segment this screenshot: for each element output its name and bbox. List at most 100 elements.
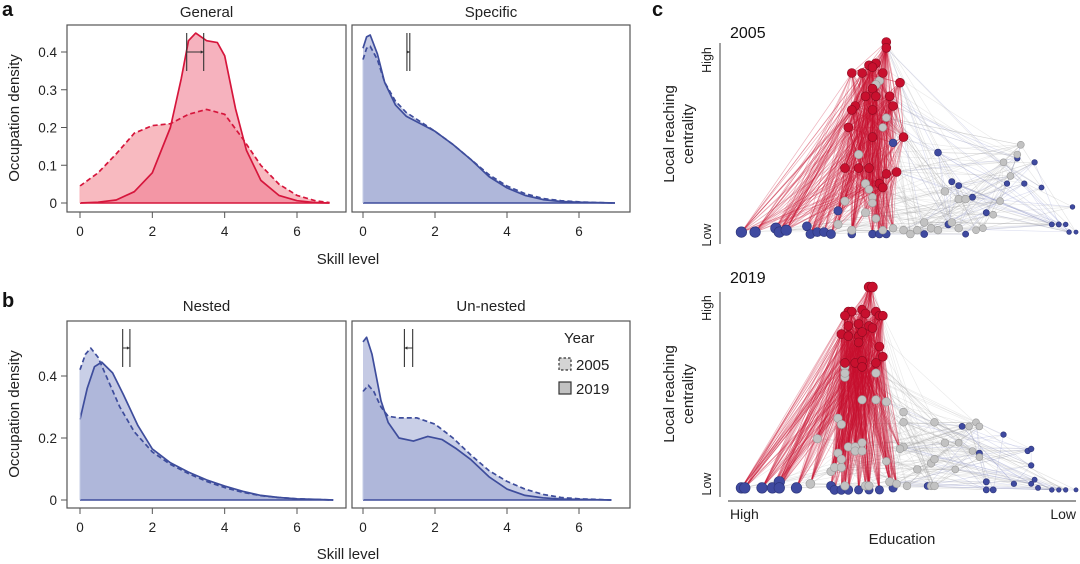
edge — [903, 422, 980, 454]
edge — [930, 183, 1008, 229]
y-tick-label: 0.4 — [38, 45, 57, 60]
edge — [851, 72, 904, 138]
edge — [779, 109, 873, 233]
edge — [775, 105, 856, 229]
y-tick-label: 0.3 — [38, 83, 57, 98]
x-tick-label: 4 — [503, 520, 511, 535]
edge — [779, 366, 863, 482]
edge — [779, 96, 866, 233]
edge — [865, 65, 870, 184]
edge — [796, 327, 873, 489]
edge — [854, 105, 884, 128]
line-2019 — [79, 32, 330, 204]
edge — [861, 399, 956, 470]
edge — [830, 325, 870, 472]
edge — [858, 327, 873, 490]
edge — [810, 109, 873, 235]
edge — [999, 175, 1011, 202]
edge — [875, 372, 956, 470]
edge — [896, 450, 1028, 485]
node-blue — [1028, 445, 1035, 453]
edge — [778, 311, 849, 489]
edge — [868, 65, 887, 118]
edge — [868, 356, 884, 490]
edge — [844, 362, 849, 490]
edge — [844, 72, 863, 202]
edge — [861, 309, 897, 484]
edge — [830, 315, 884, 472]
edge — [844, 362, 887, 403]
node-grey — [930, 481, 939, 491]
edge — [761, 286, 873, 489]
edge — [851, 73, 866, 213]
edge — [854, 399, 863, 447]
edge — [861, 315, 880, 443]
edge — [858, 336, 863, 452]
edge — [810, 96, 891, 235]
node-grey — [996, 197, 1004, 205]
edge — [844, 376, 1066, 491]
node-red — [867, 281, 878, 293]
edge — [816, 88, 873, 233]
edge — [885, 47, 966, 200]
edge — [761, 362, 846, 489]
edge — [779, 175, 1011, 233]
edge — [872, 109, 897, 173]
edge — [844, 315, 870, 490]
node-blue — [756, 482, 768, 494]
edge — [810, 167, 846, 235]
edge — [761, 333, 842, 489]
edge — [886, 47, 1011, 177]
edge — [830, 422, 935, 487]
edge — [944, 442, 956, 470]
edge — [858, 342, 877, 400]
node-blue — [1049, 487, 1055, 493]
x-axis-title-a: Skill level — [317, 251, 380, 268]
edge — [854, 362, 863, 452]
edge — [741, 311, 853, 489]
node-blue — [854, 485, 864, 495]
edge — [854, 311, 877, 452]
edge — [972, 154, 1018, 198]
edge — [772, 360, 863, 489]
edge — [775, 72, 853, 229]
edge — [744, 327, 873, 489]
edge — [844, 41, 887, 202]
edge — [837, 96, 866, 211]
edge — [962, 426, 1032, 466]
edge — [955, 450, 973, 470]
edge — [837, 315, 880, 454]
edge — [741, 63, 877, 233]
edge — [837, 315, 846, 454]
edge — [847, 127, 873, 235]
edge — [841, 323, 859, 468]
edge — [741, 311, 877, 489]
node-red — [846, 105, 857, 115]
edge — [830, 311, 849, 486]
edge — [1010, 175, 1073, 208]
edge — [834, 334, 842, 468]
node-blue — [1000, 431, 1007, 438]
edge — [754, 65, 870, 233]
legend-swatch-2019 — [558, 381, 572, 395]
x-axis-title-b: Skill level — [317, 546, 380, 563]
node-blue — [833, 206, 843, 216]
edge — [844, 325, 870, 486]
edge — [879, 142, 894, 184]
edge — [847, 325, 870, 490]
node-grey — [913, 465, 922, 474]
edge — [847, 362, 877, 448]
y-low-label-2005: Low — [700, 223, 714, 247]
edge — [896, 171, 1011, 177]
edge — [858, 154, 1052, 225]
edge — [882, 136, 904, 188]
node-red — [877, 351, 888, 362]
edge — [810, 47, 887, 235]
edge — [899, 82, 918, 231]
edge — [872, 96, 891, 138]
edge — [754, 109, 853, 233]
edge — [906, 463, 932, 487]
node-blue — [1066, 229, 1072, 235]
edge — [848, 446, 866, 486]
